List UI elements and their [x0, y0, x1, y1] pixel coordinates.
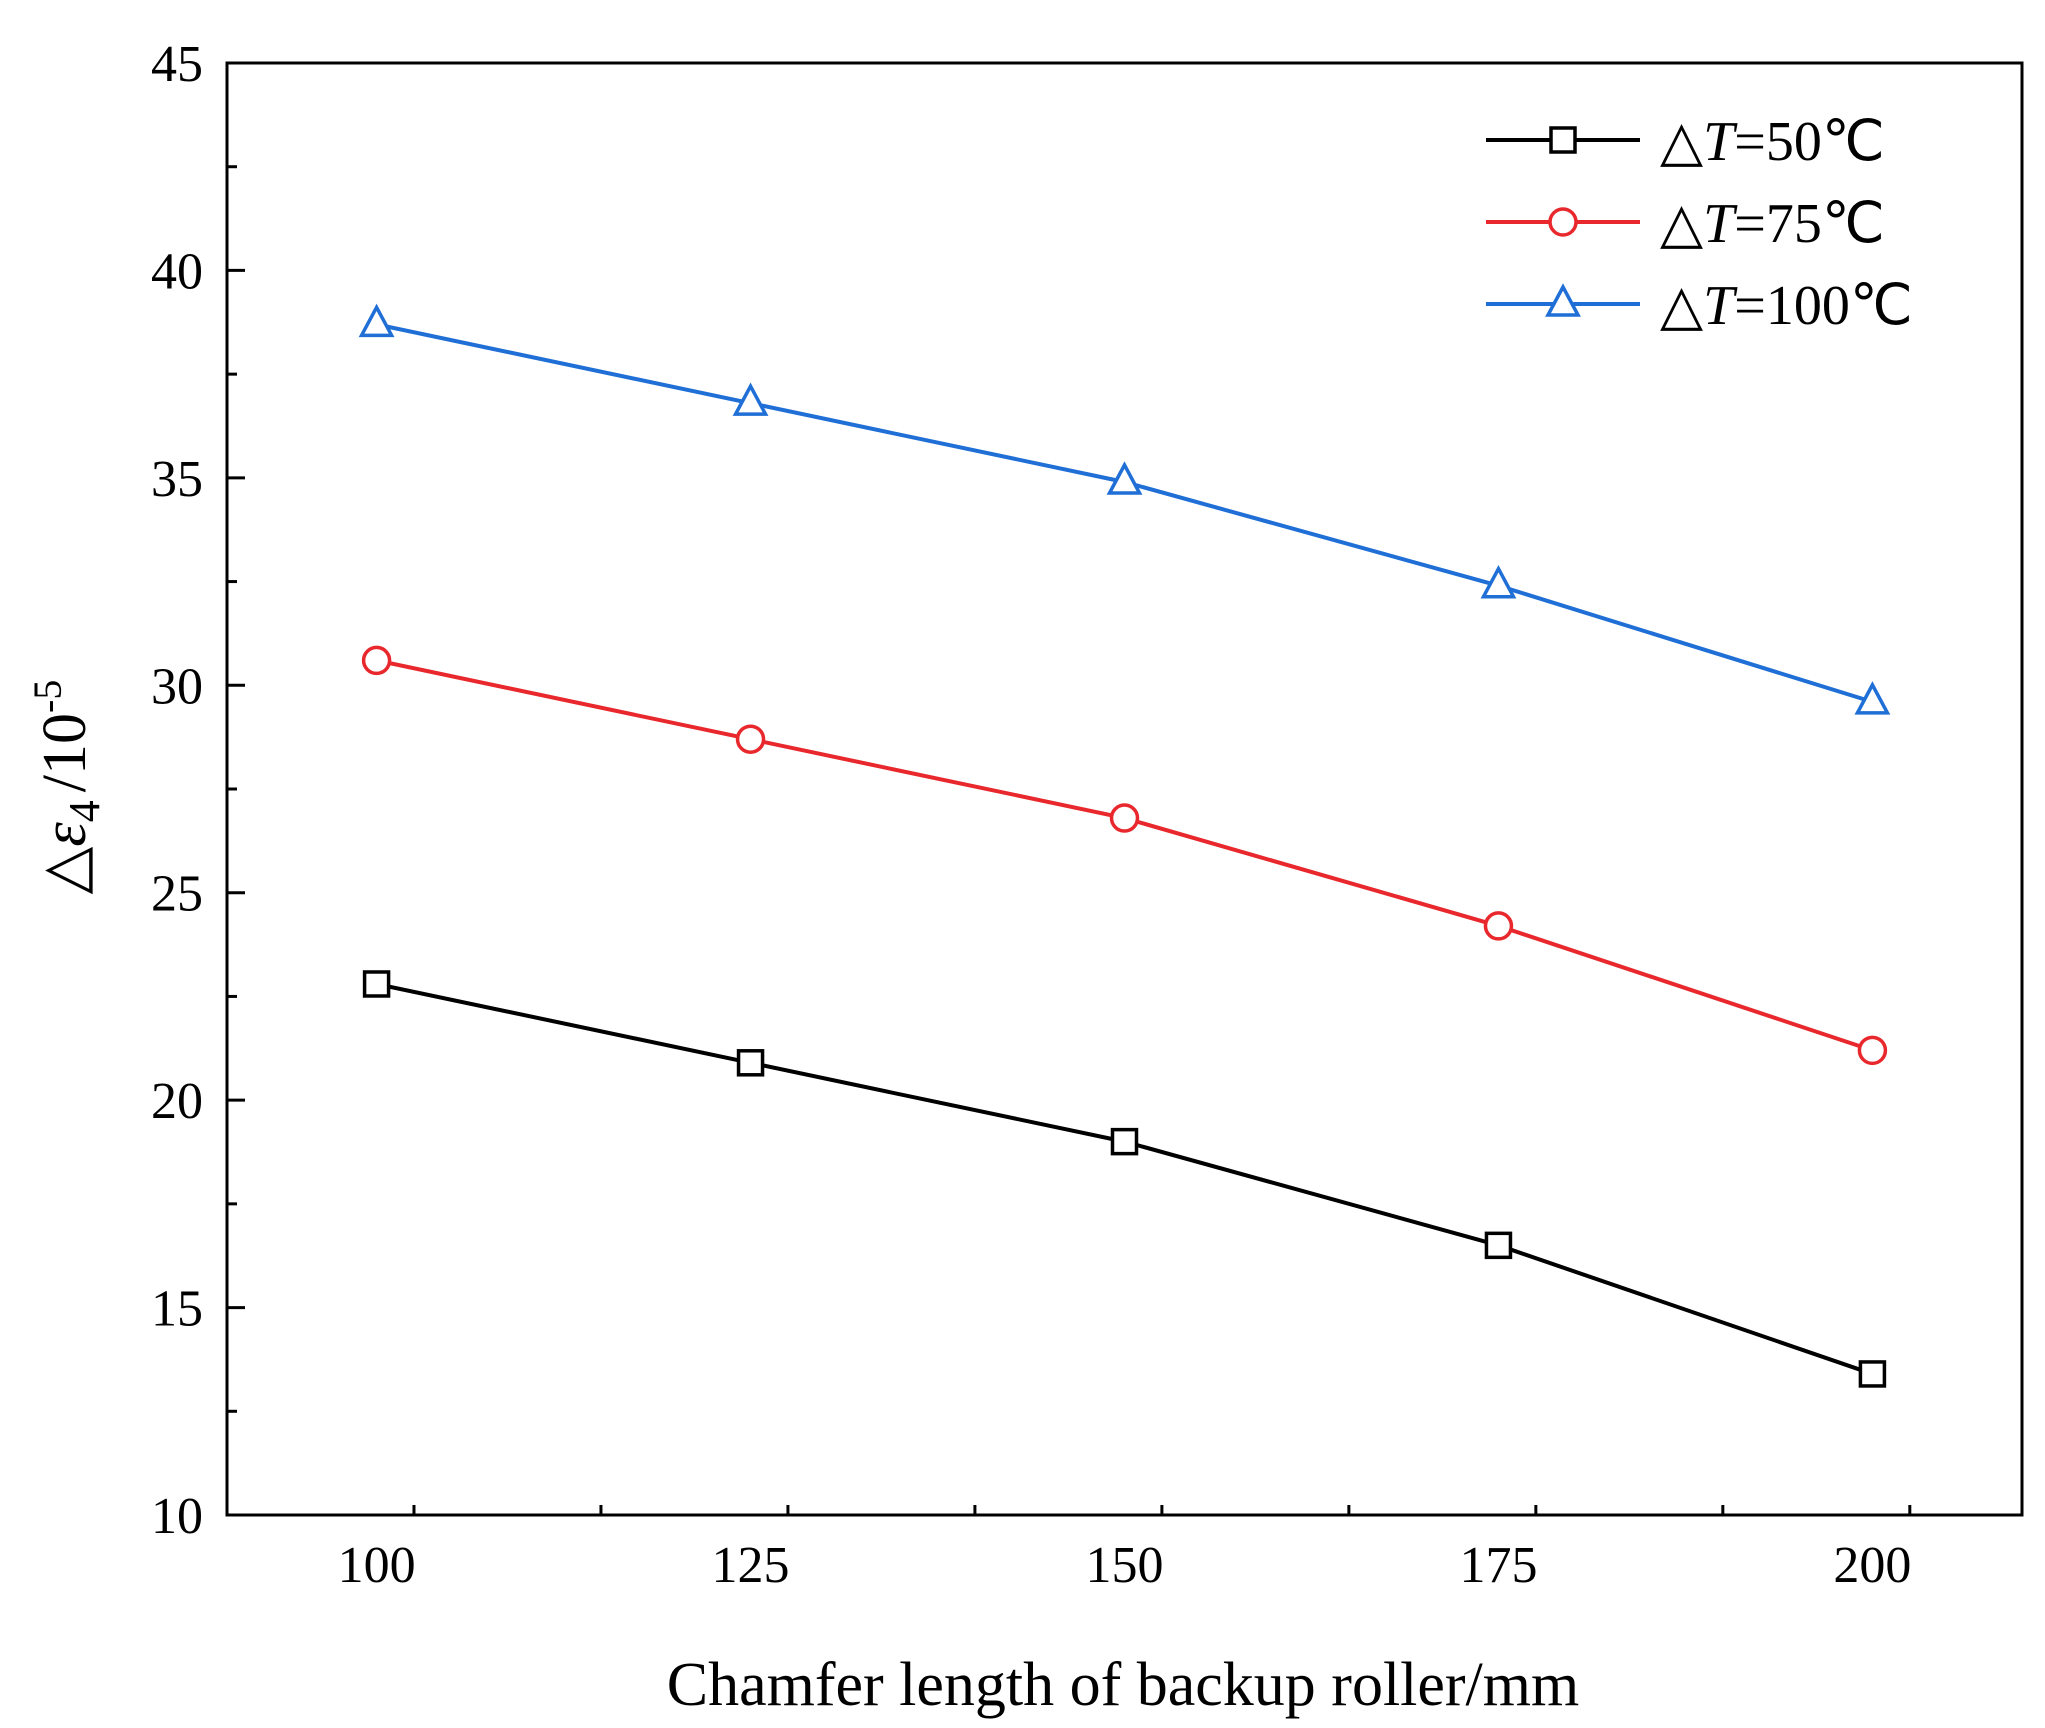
legend-marker-1 — [1548, 207, 1578, 237]
y-axis-title-symbol: ε — [31, 822, 99, 847]
legend: △T=50℃△T=75℃△T=100℃ — [1486, 111, 1913, 337]
x-tick-label-2: 150 — [1086, 1537, 1164, 1594]
data-point-s2-0 — [358, 303, 395, 338]
data-point-s2-3 — [1480, 565, 1517, 599]
series-layer — [358, 303, 1891, 1388]
y-tick-label-5: 35 — [151, 451, 203, 508]
data-point-s1-2 — [1109, 803, 1140, 833]
y-tick-label-6: 40 — [151, 243, 203, 300]
legend-label-2: △T=100℃ — [1660, 275, 1913, 337]
data-point-s2-2 — [1106, 461, 1143, 495]
data-point-s1-3 — [1483, 911, 1514, 941]
axes-layer: 100 125 150 175 200 10 15 20 25 30 35 40 45 — [151, 36, 2024, 1594]
data-point-s2-1 — [732, 382, 769, 416]
y-axis-title-subscript: 4 — [60, 800, 109, 822]
data-point-s0-3 — [1484, 1231, 1513, 1260]
data-point-s0-1 — [736, 1049, 765, 1077]
legend-label-0: △T=50℃ — [1660, 111, 1885, 173]
legend-label-prefix-1: △ — [1660, 193, 1703, 255]
x-tick-label-0: 100 — [338, 1537, 416, 1594]
data-point-s1-1 — [735, 724, 766, 754]
legend-label-var-2: T — [1703, 275, 1738, 337]
legend-label-var-0: T — [1703, 111, 1738, 173]
x-tick-label-4: 200 — [1833, 1537, 1911, 1594]
data-point-s1-0 — [361, 645, 392, 676]
data-point-s1-4 — [1857, 1035, 1888, 1066]
x-tick-label-3: 175 — [1459, 1537, 1537, 1594]
data-point-s2-4 — [1854, 681, 1891, 715]
legend-label-prefix-2: △ — [1660, 275, 1703, 337]
legend-label-value-0: =50℃ — [1734, 111, 1884, 173]
data-point-s0-2 — [1110, 1127, 1139, 1156]
x-axis-title: Chamfer length of backup roller/mm — [667, 1651, 1580, 1719]
y-axis-title-unit: /10 — [31, 713, 99, 792]
data-point-s0-0 — [362, 970, 391, 998]
legend-label-value-1: =75℃ — [1734, 193, 1884, 255]
legend-label-1: △T=75℃ — [1660, 193, 1885, 255]
y-tick-label-2: 20 — [151, 1073, 203, 1130]
y-axis-title: △ε4/10-5 — [25, 680, 109, 895]
y-tick-label-3: 25 — [151, 866, 203, 923]
y-axis-title-prefix: △ — [31, 846, 99, 894]
y-tick-label-4: 30 — [151, 658, 203, 715]
legend-label-value-2: =100℃ — [1734, 275, 1912, 337]
legend-label-var-1: T — [1703, 193, 1738, 255]
data-point-s0-4 — [1858, 1360, 1887, 1388]
x-tick-label-1: 125 — [712, 1537, 790, 1594]
y-axis-title-exponent: -5 — [25, 680, 70, 713]
y-tick-label-0: 10 — [151, 1488, 203, 1545]
legend-marker-0 — [1549, 126, 1577, 154]
y-tick-label-1: 15 — [151, 1281, 203, 1338]
y-tick-label-7: 45 — [151, 36, 203, 93]
legend-marker-2 — [1545, 283, 1581, 317]
legend-label-prefix-0: △ — [1660, 111, 1703, 173]
